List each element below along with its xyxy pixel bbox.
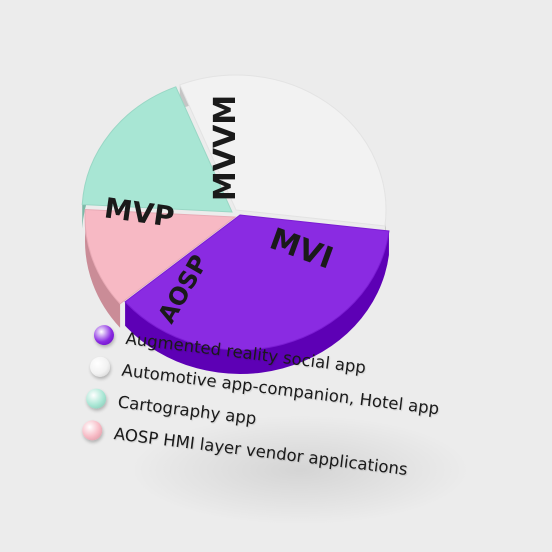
legend-marker: [81, 419, 104, 442]
pie-slice-mvvm: [179, 74, 387, 227]
legend-marker: [92, 323, 116, 347]
pie-slice-mvp: [81, 86, 233, 213]
pie-slice-mvi: [124, 214, 390, 351]
slice-label-mvvm: MVVM: [208, 95, 243, 201]
pie-slice-aosp: [84, 208, 237, 305]
pie-slice-side: [84, 209, 121, 328]
legend-marker: [88, 355, 112, 379]
pie-slice-side: [125, 230, 389, 375]
legend-marker: [85, 387, 108, 410]
chart-shadow: [130, 415, 470, 525]
